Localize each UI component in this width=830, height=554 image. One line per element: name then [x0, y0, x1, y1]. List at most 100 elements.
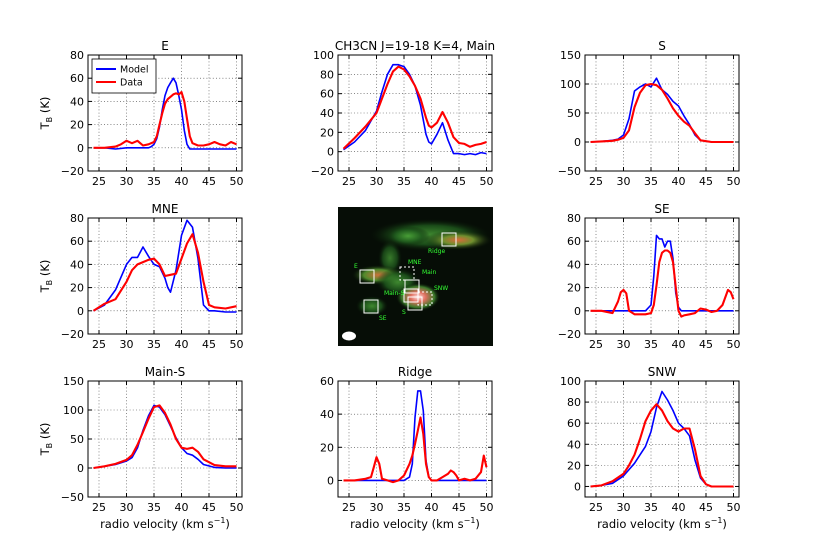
y-tick-label: 0 [574, 136, 581, 149]
y-tick-label: 60 [320, 88, 334, 101]
y-axis-label: TB (K) [38, 423, 54, 457]
y-axis-label-unit: (K) [38, 423, 52, 443]
y-tick-label: 100 [313, 49, 334, 62]
series-line-data [92, 233, 237, 312]
chart-panel-ridge: 25 30 35 40 45 50 0 20 40 60 Ridge radio velocity (… [320, 365, 494, 531]
y-tick-label: 60 [567, 235, 581, 248]
series-line-model [590, 390, 734, 488]
series-line-data [93, 404, 237, 470]
y-tick-label: 20 [320, 441, 334, 454]
y-tick-label: 80 [567, 212, 581, 225]
y-tick-label: 40 [70, 95, 84, 108]
map-label-ridge: Ridge [428, 248, 445, 255]
x-tick-label: 45 [202, 501, 216, 514]
y-tick-label: 60 [70, 235, 84, 248]
x-tick-label: 50 [727, 501, 741, 514]
box-e [359, 269, 375, 284]
x-tick-label: 35 [397, 175, 411, 188]
series-line-data [590, 82, 734, 144]
x-tick-label: 30 [120, 175, 134, 188]
box-snw [417, 291, 433, 306]
panel-title: Main-S [145, 365, 186, 379]
y-tick-label: −20 [61, 328, 84, 341]
box-main-s [403, 288, 419, 303]
plot-frame [87, 54, 243, 172]
y-axis-label-symbol: T [38, 121, 52, 130]
x-tick-label: 30 [617, 501, 631, 514]
y-tick-label: −50 [558, 165, 581, 178]
y-tick-label: 20 [70, 282, 84, 295]
x-tick-label: 30 [370, 501, 384, 514]
series-line-model [93, 77, 237, 150]
y-tick-label: 0 [77, 305, 84, 318]
x-tick-label: 45 [699, 338, 713, 351]
x-tick-label: 25 [342, 501, 356, 514]
y-tick-label: 0 [574, 480, 581, 493]
y-tick-label: 0 [574, 305, 581, 318]
x-tick-label: 50 [480, 175, 494, 188]
y-tick-label: 80 [320, 68, 334, 81]
x-tick-label: 50 [230, 338, 244, 351]
y-tick-label: 50 [70, 433, 84, 446]
map-label-main: Main [422, 269, 437, 276]
x-tick-label: 25 [92, 338, 106, 351]
x-tick-label: 40 [175, 175, 189, 188]
y-tick-label: 40 [567, 438, 581, 451]
x-tick-label: 25 [342, 175, 356, 188]
y-axis-label-symbol: T [38, 447, 52, 456]
chart-panel-mne: 25 30 35 40 45 50 −20 0 20 40 60 80 MNE TB (K) [38, 202, 244, 351]
x-tick-label: 35 [397, 501, 411, 514]
x-tick-label: 25 [589, 338, 603, 351]
x-tick-label: 40 [175, 338, 189, 351]
chart-panel-main-s: 25 30 35 40 45 50 −50 0 50 100 150 Main-S TB (K) radi… [38, 365, 244, 531]
series-line-model [343, 63, 487, 156]
series-line-data [590, 249, 735, 318]
x-tick-label: 45 [699, 501, 713, 514]
x-tick-label: 30 [617, 338, 631, 351]
y-tick-label: 0 [327, 146, 334, 159]
legend-label-model: Model [120, 65, 149, 76]
x-axis-label-superscript: −1 [711, 516, 723, 525]
y-tick-label: 0 [77, 462, 84, 475]
x-tick-label: 50 [727, 338, 741, 351]
map-label-snw: SNW [434, 285, 448, 292]
box-main [404, 279, 420, 294]
series-line-data [342, 65, 487, 150]
y-tick-label: −50 [61, 491, 84, 504]
y-axis-label: TB (K) [38, 97, 54, 131]
x-tick-label: 40 [672, 501, 686, 514]
series-line-data [590, 403, 734, 488]
y-tick-label: 20 [567, 282, 581, 295]
x-tick-label: 50 [230, 501, 244, 514]
x-tick-label: 25 [92, 175, 106, 188]
y-tick-label: 60 [70, 72, 84, 85]
y-tick-label: 20 [567, 459, 581, 472]
x-tick-label: 35 [644, 501, 658, 514]
y-tick-label: 150 [63, 375, 84, 388]
y-tick-label: 100 [560, 375, 581, 388]
plot-frame [584, 380, 740, 498]
series-line-model [590, 234, 734, 312]
y-tick-label: 0 [77, 142, 84, 155]
chart-panel-snw: 25 30 35 40 45 50 0 20 40 60 80 100 SNW radio velocit… [560, 365, 741, 531]
y-axis-label-unit: (K) [38, 97, 52, 117]
y-axis-label-unit: (K) [38, 260, 52, 280]
series-line-data [93, 91, 237, 149]
map-label-s: S [402, 309, 406, 316]
plot-frame [584, 217, 740, 335]
y-tick-label: 40 [320, 408, 334, 421]
x-axis-label-superscript: −1 [464, 516, 476, 525]
chart-panel-e: 25 30 35 40 45 50 −20 0 20 40 60 80 E TB (K) Model Data [38, 39, 244, 188]
x-tick-label: 50 [480, 501, 494, 514]
x-tick-label: 40 [425, 501, 439, 514]
series-line-model [590, 77, 734, 143]
y-tick-label: 80 [567, 396, 581, 409]
panel-title: Ridge [398, 365, 432, 379]
y-tick-label: 20 [320, 126, 334, 139]
x-tick-label: 45 [202, 175, 216, 188]
y-tick-label: 40 [567, 258, 581, 271]
x-axis-label: radio velocity (km s−1) [100, 516, 230, 531]
y-tick-label: 100 [63, 404, 84, 417]
y-tick-label: 0 [327, 474, 334, 487]
